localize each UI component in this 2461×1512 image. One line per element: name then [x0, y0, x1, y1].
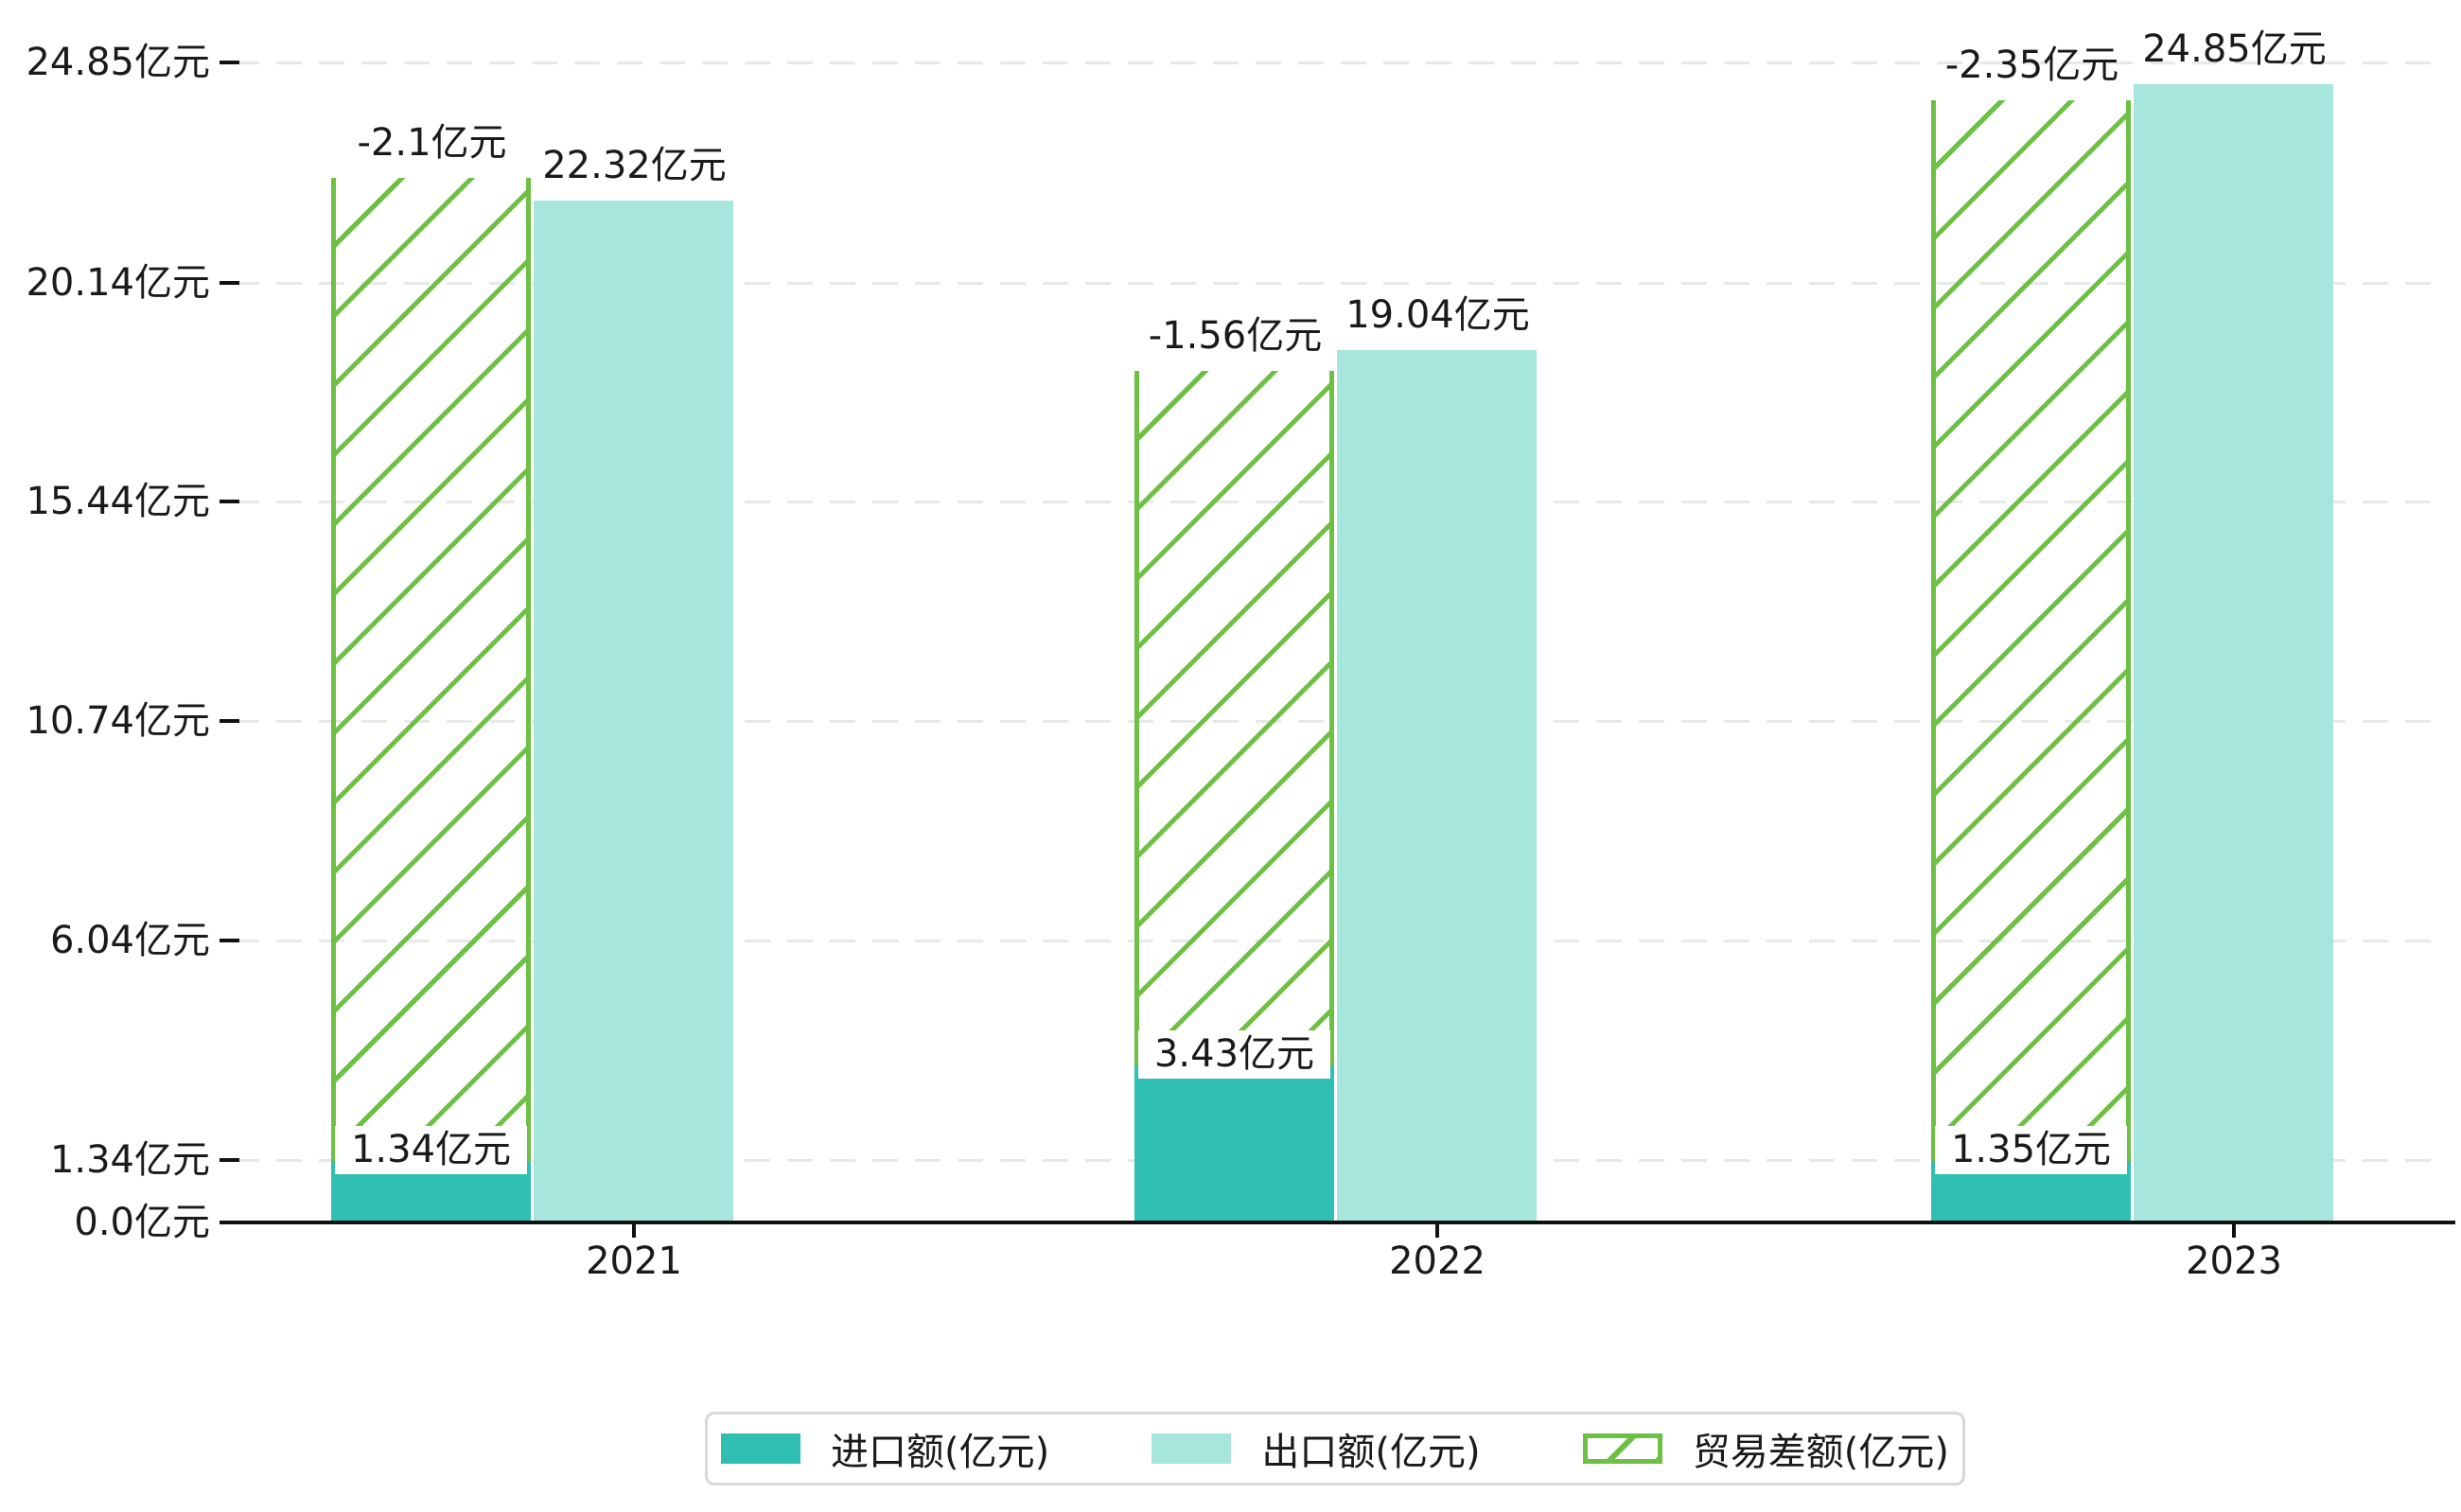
x-axis-label: 2023 — [2186, 1239, 2282, 1283]
export-bar — [2134, 84, 2333, 1222]
import-value-label-box: 1.35亿元 — [1935, 1126, 2127, 1174]
export-bar — [534, 201, 733, 1222]
import-bar — [1134, 1065, 1334, 1222]
x-axis-tick — [632, 1222, 636, 1238]
y-axis-label: 6.04亿元 — [49, 919, 210, 962]
legend: 进口额(亿元) 出口额(亿元) 贸易差额(亿元) — [705, 1412, 1965, 1486]
y-gridline — [234, 62, 2441, 64]
balance-value-label: -1.56亿元 — [1148, 314, 1323, 358]
balance-value-label: -2.35亿元 — [1944, 44, 2119, 87]
x-axis-label: 2022 — [1389, 1239, 1485, 1283]
trade-balance-swatch-icon — [1582, 1433, 1662, 1464]
y-axis-tick — [220, 500, 239, 503]
y-axis-label: 1.34亿元 — [49, 1138, 210, 1182]
export-bar — [1337, 350, 1537, 1222]
y-axis-tick — [220, 719, 239, 723]
x-axis-tick — [1435, 1222, 1439, 1238]
legend-item-import: 进口额(亿元) — [721, 1421, 1049, 1476]
y-gridline — [234, 282, 2441, 285]
legend-label-balance: 贸易差额(亿元) — [1692, 1431, 1949, 1474]
balance-value-label: -2.1亿元 — [357, 121, 507, 165]
trade-balance-bar — [1931, 100, 2131, 1161]
y-axis-label: 0.0亿元 — [74, 1201, 210, 1244]
y-axis-label: 24.85亿元 — [26, 41, 210, 84]
y-axis-tick — [220, 281, 239, 285]
x-axis-label: 2021 — [586, 1239, 682, 1283]
legend-item-export: 出口额(亿元) — [1151, 1421, 1481, 1476]
y-axis-tick — [220, 939, 239, 942]
legend-label-export: 出口额(亿元) — [1261, 1431, 1481, 1474]
export-value-label: 22.32亿元 — [542, 144, 727, 187]
legend-item-balance: 贸易差额(亿元) — [1582, 1421, 1949, 1476]
y-axis-tick — [220, 61, 239, 64]
trade-balance-bar — [331, 178, 531, 1161]
y-axis-label: 15.44亿元 — [26, 480, 210, 523]
export-value-label: 24.85亿元 — [2142, 27, 2327, 71]
export-value-label: 19.04亿元 — [1345, 293, 1530, 337]
y-axis-tick — [220, 1158, 239, 1162]
trade-balance-bar — [1134, 371, 1334, 1065]
x-axis-tick — [2232, 1222, 2236, 1238]
import-value-label-box: 1.34亿元 — [335, 1126, 527, 1174]
import-value-label-box: 3.43亿元 — [1138, 1030, 1330, 1079]
y-axis-label: 20.14亿元 — [26, 261, 210, 305]
y-axis-label: 10.74亿元 — [26, 699, 210, 743]
legend-label-import: 进口额(亿元) — [831, 1431, 1050, 1474]
import-swatch-icon — [721, 1433, 800, 1464]
x-axis-line — [220, 1221, 2455, 1224]
export-swatch-icon — [1151, 1433, 1232, 1464]
